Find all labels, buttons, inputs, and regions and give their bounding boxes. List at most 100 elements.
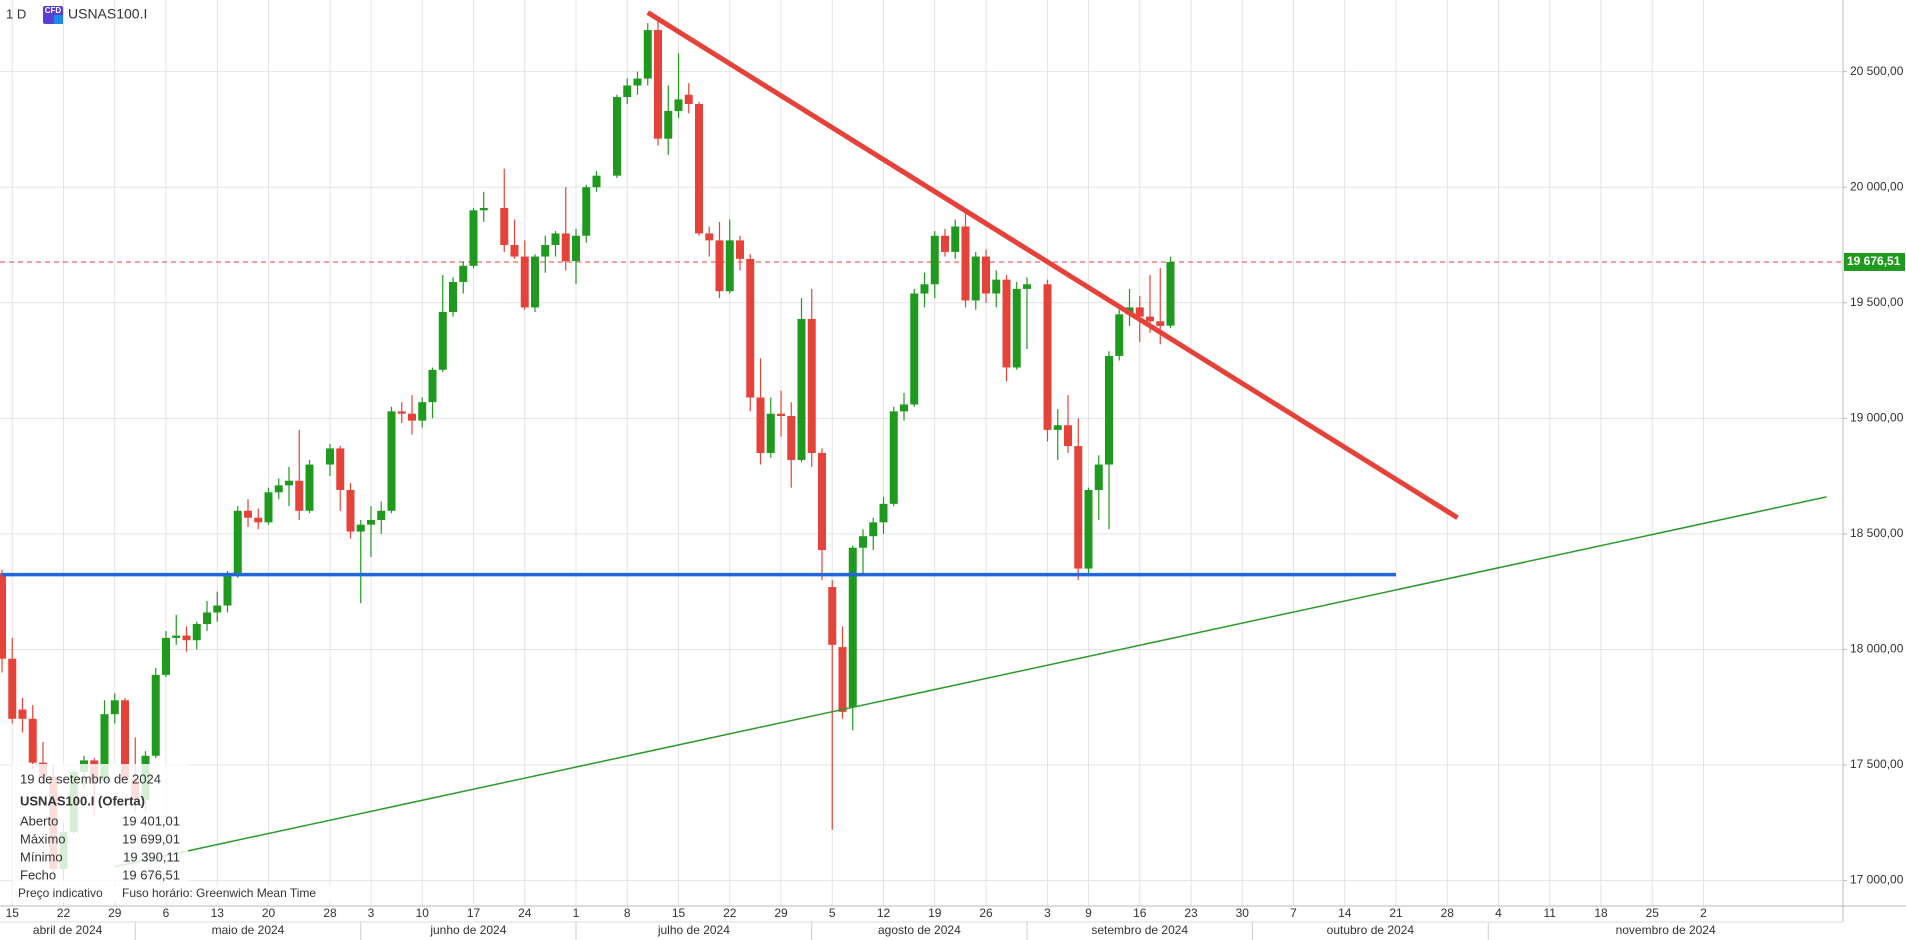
x-tick-label: 10 — [416, 906, 430, 920]
month-label: maio de 2024 — [212, 923, 285, 937]
month-label: setembro de 2024 — [1091, 923, 1188, 937]
candle-body — [233, 510, 242, 574]
y-tick-label: 20 500,00 — [1850, 64, 1904, 78]
candle-body — [541, 244, 550, 257]
info-instrument: USNAS100.I (Oferta) — [20, 793, 145, 808]
info-panel: 19 de setembro de 2024 USNAS100.I (Ofert… — [12, 764, 188, 884]
candle-body — [1135, 307, 1144, 317]
x-tick-label: 9 — [1085, 906, 1092, 920]
candle-body — [982, 256, 990, 294]
candle-body — [807, 318, 816, 453]
candle-body — [930, 235, 939, 285]
candle-body — [705, 233, 714, 241]
x-tick-label: 11 — [1544, 906, 1557, 920]
y-tick-label: 17 500,00 — [1850, 757, 1904, 771]
x-tick-label: 20 — [262, 906, 276, 920]
trendline — [646, 10, 1459, 520]
month-label: junho de 2024 — [429, 923, 506, 937]
badge-icon-corner — [54, 15, 63, 24]
x-tick-label: 3 — [368, 906, 375, 920]
candle-body — [1115, 314, 1124, 356]
candle-body — [869, 522, 878, 537]
x-tick-label: 14 — [1338, 906, 1352, 920]
candle-body — [110, 700, 119, 715]
candle-body — [0, 573, 6, 659]
symbol: USNAS100.I — [68, 6, 147, 22]
x-tick-label: 22 — [57, 906, 71, 920]
candle-body — [377, 510, 386, 521]
candle-body — [264, 492, 273, 523]
candle-body — [1105, 355, 1113, 465]
x-tick-label: 2 — [1700, 906, 1707, 920]
candle-body — [910, 293, 919, 405]
candle-body — [172, 635, 181, 638]
candle-body — [777, 413, 785, 417]
candle-body — [787, 416, 796, 460]
trendline — [114, 496, 1827, 868]
x-tick-label: 26 — [979, 906, 993, 920]
x-tick-label: 28 — [1441, 906, 1455, 920]
x-tick-label: 29 — [774, 906, 788, 920]
y-tick-label: 18 000,00 — [1850, 642, 1904, 656]
candle-body — [623, 85, 632, 98]
info-label: Fecho — [20, 867, 56, 882]
candle-body — [459, 265, 468, 282]
candle-body — [305, 464, 314, 511]
candle-body — [8, 658, 17, 719]
footer-background — [12, 885, 332, 902]
candle-body — [951, 226, 960, 252]
candle-body — [1094, 464, 1103, 490]
candle-body — [500, 208, 509, 245]
candle-body — [818, 453, 826, 551]
candle-body — [1146, 316, 1154, 322]
y-tick-label: 18 500,00 — [1850, 526, 1904, 540]
candle-body — [766, 413, 775, 453]
interval: 1 D — [6, 6, 26, 21]
x-tick-label: 19 — [928, 906, 942, 920]
x-tick-label: 24 — [518, 906, 532, 920]
candle-body — [274, 485, 283, 493]
candle-body — [285, 480, 293, 486]
candle-body — [992, 279, 1001, 294]
x-tick-label: 25 — [1646, 906, 1660, 920]
x-tick-label: 5 — [829, 906, 836, 920]
candle-body — [654, 30, 662, 139]
info-label: Máximo — [20, 831, 66, 846]
candle-body — [961, 226, 970, 301]
y-tick-label: 19 000,00 — [1850, 411, 1904, 425]
footer-timezone: Fuso horário: Greenwich Mean Time — [122, 886, 316, 900]
candle-body — [572, 235, 580, 262]
candle-body — [684, 94, 693, 105]
info-label: Mínimo — [20, 849, 63, 864]
month-label: abril de 2024 — [33, 923, 103, 937]
candle-body — [182, 635, 191, 641]
candle-body — [551, 233, 560, 245]
x-tick-label: 4 — [1495, 906, 1502, 920]
last-price-tag — [1844, 252, 1905, 271]
candle-body — [469, 210, 478, 266]
x-tick-label: 1 — [573, 906, 580, 920]
x-tick-label: 23 — [1184, 906, 1198, 920]
candle-body — [582, 187, 591, 236]
candle-body — [971, 256, 980, 301]
candle-body — [254, 517, 263, 523]
last-price-label: 19 676,51 — [1847, 254, 1901, 268]
candle-body — [203, 612, 211, 625]
candle-body — [418, 402, 427, 421]
candle-body — [746, 258, 755, 398]
info-value: 19 401,01 — [122, 813, 180, 828]
x-tick-label: 3 — [1044, 906, 1051, 920]
trendlines — [2, 10, 1827, 868]
y-tick-label: 20 000,00 — [1850, 179, 1904, 193]
candle-body — [28, 718, 37, 763]
y-tick-label: 19 500,00 — [1850, 295, 1904, 309]
candle-body — [213, 605, 222, 613]
candle-body — [520, 256, 529, 308]
candle-body — [613, 97, 621, 176]
x-tick-label: 6 — [163, 906, 170, 920]
candle-body — [336, 448, 345, 490]
candle-body — [510, 244, 519, 257]
candle-body — [479, 208, 488, 211]
